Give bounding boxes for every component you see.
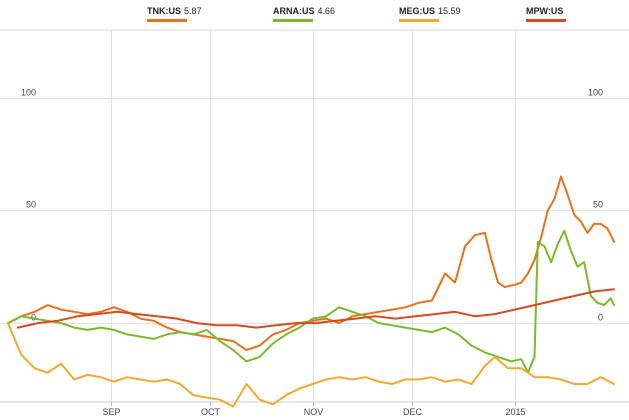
legend-item[interactable]: TNK:US 5.87	[147, 6, 202, 22]
legend-item[interactable]: ARNA:US 4.66	[273, 6, 335, 22]
legend-symbol: MPW:US	[526, 6, 563, 16]
y-tick-label-left: 50	[26, 200, 36, 210]
chart-grid	[0, 29, 629, 406]
legend-label: MPW:US	[526, 6, 563, 16]
x-tick-label: NOV	[304, 407, 324, 417]
series-line-arna-us	[7, 229, 615, 374]
y-tick-label-left: 100	[21, 88, 36, 98]
legend-label: ARNA:US 4.66	[273, 6, 335, 16]
y-tick-label-right: 50	[593, 200, 603, 210]
x-axis-labels: SEP OCT NOV DEC 2015	[102, 407, 525, 417]
series-lines	[7, 175, 615, 408]
legend-swatch	[273, 19, 313, 22]
x-tick-label: SEP	[102, 407, 120, 417]
legend-swatch	[147, 19, 187, 22]
y-tick-label-right: 100	[588, 88, 603, 98]
legend-symbol: ARNA:US	[273, 6, 315, 16]
legend-item[interactable]: MPW:US	[526, 6, 566, 22]
legend-price: 5.87	[184, 6, 202, 16]
series-line-meg-us	[7, 322, 615, 408]
legend-price: 4.66	[318, 6, 336, 16]
legend-label: TNK:US 5.87	[147, 6, 202, 16]
legend-swatch	[526, 19, 566, 22]
x-tick-label: OCT	[201, 407, 221, 417]
x-tick-label: 2015	[505, 407, 525, 417]
legend-swatch	[399, 19, 439, 22]
legend-symbol: TNK:US	[147, 6, 181, 16]
legend-item[interactable]: MEG:US 15.59	[399, 6, 461, 22]
series-line-mpw-us	[16, 288, 615, 329]
y-axis-labels-right: 0 50 100	[588, 88, 603, 323]
legend-symbol: MEG:US	[399, 6, 435, 16]
legend-label: MEG:US 15.59	[399, 6, 461, 16]
legend[interactable]: TNK:US 5.87 ARNA:US 4.66 MEG:US 15.59 MPW:US	[147, 6, 566, 22]
legend-price: 15.59	[438, 6, 461, 16]
x-tick-label: DEC	[403, 407, 423, 417]
y-tick-label-right: 0	[598, 313, 603, 323]
